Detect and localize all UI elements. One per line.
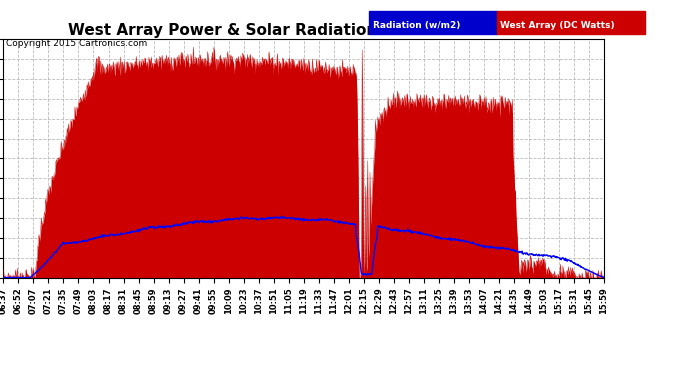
Text: West Array (DC Watts): West Array (DC Watts)	[500, 21, 615, 30]
Text: Radiation (w/m2): Radiation (w/m2)	[373, 21, 460, 30]
Text: Copyright 2015 Cartronics.com: Copyright 2015 Cartronics.com	[6, 39, 147, 48]
Title: West Array Power & Solar Radiation Wed Nov 11 16:11: West Array Power & Solar Radiation Wed N…	[68, 23, 539, 38]
